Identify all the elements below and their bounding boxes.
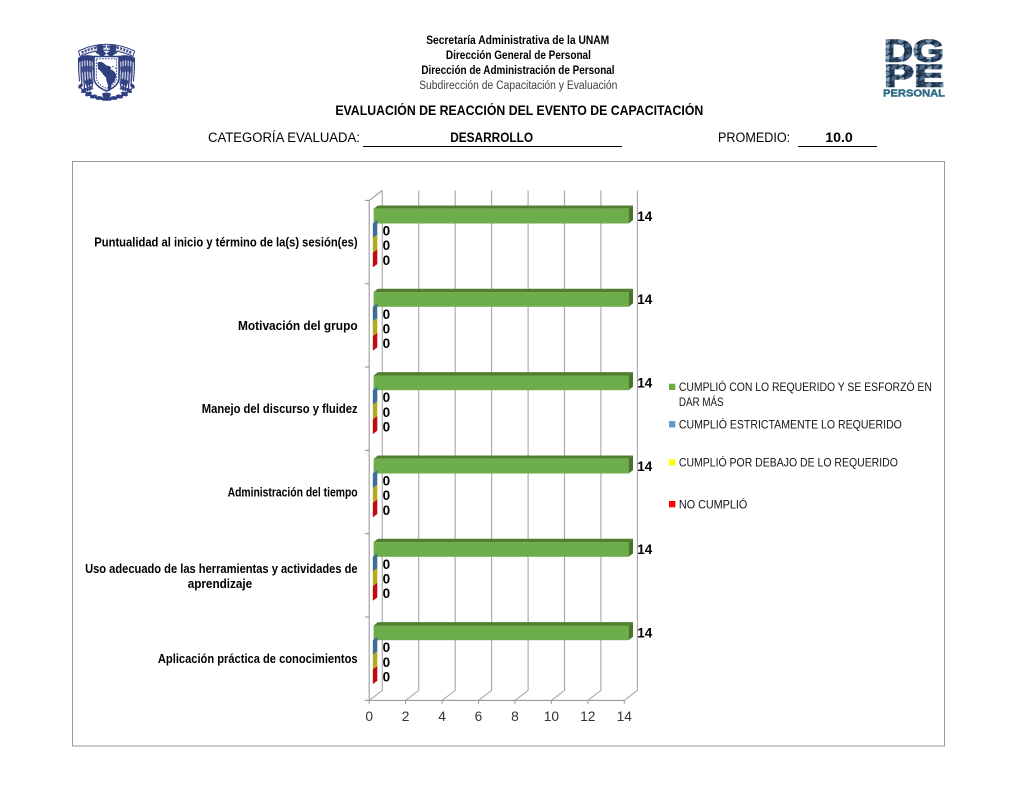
svg-text:0: 0 <box>383 419 391 434</box>
svg-text:DAR MÁS: DAR MÁS <box>679 394 724 409</box>
svg-text:12: 12 <box>580 709 595 724</box>
svg-text:6: 6 <box>475 709 483 724</box>
svg-text:14: 14 <box>637 209 653 224</box>
svg-text:14: 14 <box>637 626 653 641</box>
svg-text:DG: DG <box>884 38 944 69</box>
svg-text:14: 14 <box>637 292 653 307</box>
svg-text:0: 0 <box>383 390 391 405</box>
svg-text:0: 0 <box>383 224 391 239</box>
svg-text:4: 4 <box>438 709 446 724</box>
svg-text:0: 0 <box>383 586 391 601</box>
svg-text:0: 0 <box>383 655 391 670</box>
svg-text:aprendizaje: aprendizaje <box>188 576 253 591</box>
svg-text:Manejo del discurso y fluidez: Manejo del discurso y fluidez <box>202 401 358 416</box>
svg-text:PE: PE <box>884 58 944 94</box>
svg-text:0: 0 <box>383 238 391 253</box>
svg-text:10: 10 <box>544 709 560 724</box>
svg-text:8: 8 <box>511 709 519 724</box>
svg-text:CUMPLIÓ POR DEBAJO DE LO REQUE: CUMPLIÓ POR DEBAJO DE LO REQUERIDO <box>679 455 898 470</box>
svg-text:14: 14 <box>637 542 653 557</box>
svg-text:CUMPLIÓ CON LO REQUERIDO Y SE: CUMPLIÓ CON LO REQUERIDO Y SE ESFORZÓ EN <box>679 379 932 394</box>
svg-text:CUMPLIÓ ESTRICTAMENTE LO REQUE: CUMPLIÓ ESTRICTAMENTE LO REQUERIDO <box>679 416 902 431</box>
svg-text:Motivación del grupo: Motivación del grupo <box>238 318 358 333</box>
svg-text:2: 2 <box>402 709 410 724</box>
svg-text:Aplicación práctica de conocim: Aplicación práctica de conocimientos <box>158 651 358 666</box>
svg-text:0: 0 <box>383 253 391 268</box>
svg-text:14: 14 <box>637 459 653 474</box>
svg-text:0: 0 <box>365 709 373 724</box>
svg-text:0: 0 <box>383 571 391 586</box>
svg-text:0: 0 <box>383 405 391 420</box>
svg-text:0: 0 <box>383 669 391 684</box>
svg-text:0: 0 <box>383 640 391 655</box>
svg-text:14: 14 <box>637 376 653 391</box>
svg-text:0: 0 <box>383 557 391 572</box>
svg-text:NO CUMPLIÓ: NO CUMPLIÓ <box>679 496 747 511</box>
svg-text:0: 0 <box>383 322 391 337</box>
svg-text:14: 14 <box>617 709 633 724</box>
svg-text:0: 0 <box>383 474 391 489</box>
svg-text:Uso adecuado de las herramient: Uso adecuado de las herramientas y activ… <box>85 561 358 576</box>
svg-text:PERSONAL: PERSONAL <box>883 88 945 97</box>
svg-text:0: 0 <box>383 307 391 322</box>
svg-text:0: 0 <box>383 503 391 518</box>
svg-text:Puntualidad al inicio y términ: Puntualidad al inicio y término de la(s)… <box>94 235 357 250</box>
svg-text:0: 0 <box>383 488 391 503</box>
svg-text:0: 0 <box>383 336 391 351</box>
svg-text:Administración del tiempo: Administración del tiempo <box>228 485 358 500</box>
